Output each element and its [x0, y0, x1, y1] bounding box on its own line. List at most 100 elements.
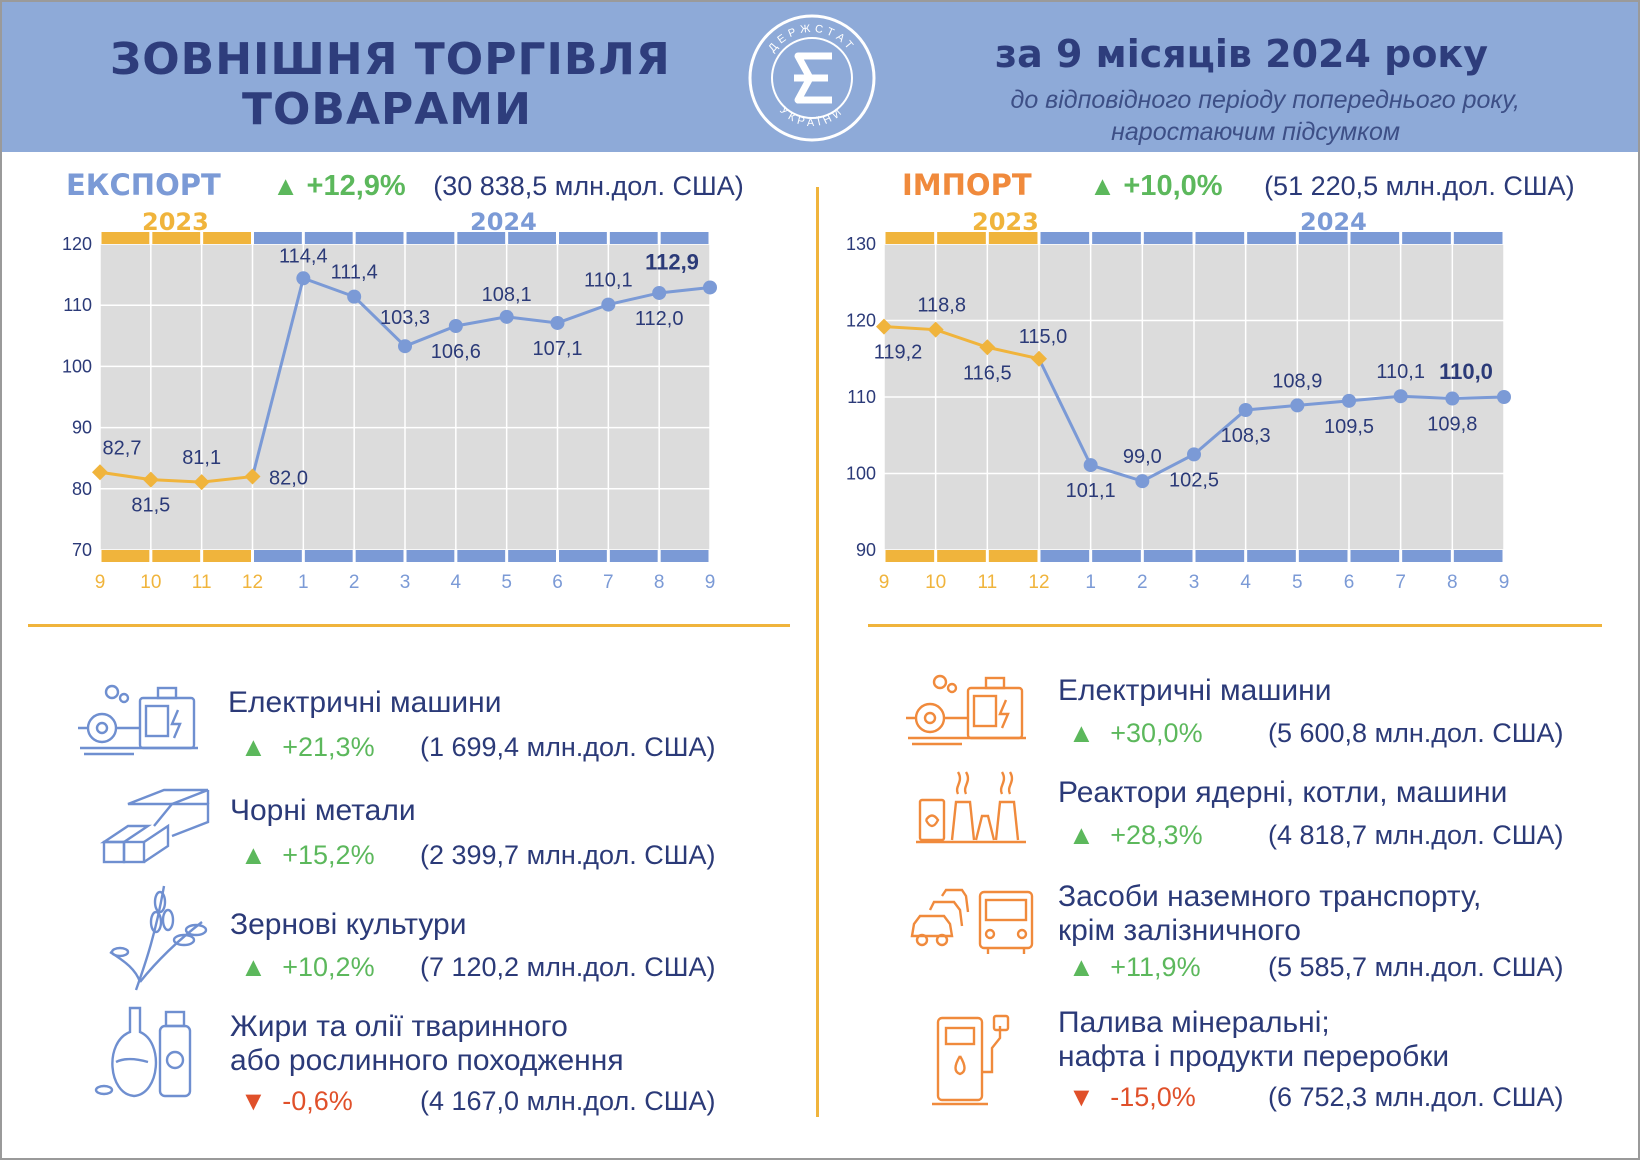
import-x-tick-label: 11: [977, 572, 997, 593]
import-data-label: 110,1: [1376, 361, 1425, 383]
export-y-tick-label: 120: [62, 234, 92, 254]
export-year-band-top: [203, 232, 251, 244]
import-year-band-top: [1247, 232, 1296, 244]
export-x-tick-label: 5: [501, 572, 512, 593]
export-cat-2-amount: (2 399,7 млн.дол. США): [420, 840, 716, 870]
export-cat-2-stats: ▲ +15,2% (2 399,7 млн.дол. США): [240, 840, 715, 871]
cars-bus-icon: [908, 886, 1038, 961]
import-cat-1-amount: (5 600,8 млн.дол. США): [1268, 718, 1564, 748]
export-data-label: 106,6: [431, 341, 481, 363]
import-year-2024: 2024: [1300, 208, 1367, 236]
import-y-tick-label: 120: [846, 311, 876, 331]
import-y-tick-label: 130: [846, 234, 876, 254]
export-point-2024: [296, 271, 311, 286]
import-year-band-bottom: [1143, 550, 1193, 562]
import-year-band-top: [1092, 232, 1141, 244]
import-series-2024-line: [1037, 358, 1505, 483]
up-arrow-icon: ▲: [240, 952, 267, 982]
import-point-2024: [1187, 447, 1201, 462]
up-arrow-icon: ▲: [272, 171, 300, 201]
export-cat-4-change: -0,6%: [282, 1086, 353, 1116]
import-point-2024: [1342, 393, 1356, 408]
export-year-band-bottom: [508, 550, 556, 562]
export-y-tick-label: 80: [72, 479, 92, 499]
export-cat-2-change: +15,2%: [282, 840, 375, 870]
export-x-tick-label: 8: [654, 572, 665, 593]
import-point-2024: [1083, 458, 1098, 473]
import-year-band-top: [937, 232, 986, 244]
import-data-label: 108,3: [1221, 425, 1271, 447]
import-year-band-bottom: [1402, 550, 1451, 562]
export-cat-3-stats: ▲ +10,2% (7 120,2 млн.дол. США): [240, 952, 715, 983]
export-y-tick-label: 100: [62, 356, 92, 376]
import-change: +10,0%: [1123, 170, 1223, 202]
import-year-band-top: [1453, 232, 1503, 244]
export-cat-1-stats: ▲ +21,3% (1 699,4 млн.дол. США): [240, 732, 715, 763]
import-year-band-bottom: [1040, 550, 1090, 562]
import-series-2023-line: [883, 325, 1040, 361]
import-year-band-bottom: [885, 550, 935, 562]
up-arrow-icon: ▲: [1068, 718, 1095, 748]
export-year-band-top: [660, 232, 709, 244]
import-year-band-bottom: [1195, 550, 1245, 562]
export-year-band-bottom: [355, 550, 404, 562]
export-year-band-top: [355, 232, 404, 244]
import-point-2023: [979, 339, 996, 356]
import-divider: [868, 624, 1602, 627]
export-point-2023: [193, 474, 210, 491]
export-x-tick-label: 4: [451, 572, 462, 593]
export-x-tick-label: 1: [298, 572, 309, 593]
export-point-2024: [398, 339, 412, 354]
electric-machine-icon: [74, 682, 204, 767]
export-data-label: 107,1: [532, 338, 582, 360]
import-point-2023: [1031, 350, 1047, 367]
export-data-label: 112,9: [645, 249, 699, 274]
export-x-tick-label: 9: [95, 572, 106, 593]
up-arrow-icon: ▲: [1068, 952, 1095, 982]
import-data-label: 109,5: [1324, 416, 1374, 438]
import-year-band-top: [1040, 232, 1090, 244]
import-x-tick-label: 12: [1028, 572, 1049, 593]
import-cat-4-title-line-2: нафта і продукти переробки: [1058, 1040, 1450, 1073]
import-point-2024: [1497, 390, 1511, 404]
export-point-2024: [347, 289, 362, 304]
export-year-band-bottom: [254, 550, 302, 562]
export-x-tick-label: 7: [603, 572, 614, 593]
import-cat-4-title: Палива мінеральні; нафта і продукти пере…: [1058, 1006, 1449, 1074]
export-x-tick-label: 2: [349, 572, 360, 593]
import-data-label: 116,5: [963, 362, 1012, 384]
oil-bottles-icon: [94, 1002, 204, 1107]
export-x-tick-label: 11: [192, 572, 212, 593]
export-cat-3-change: +10,2%: [282, 952, 375, 982]
derzhstat-logo: ДЕРЖСТАТ УКРАЇНИ: [748, 14, 876, 142]
export-data-label: 110,1: [584, 270, 633, 292]
export-data-label: 82,7: [103, 437, 142, 459]
up-arrow-icon: ▲: [1089, 171, 1116, 201]
export-year-2023: 2023: [142, 208, 209, 236]
import-cat-4-amount: (6 752,3 млн.дол. США): [1268, 1082, 1564, 1112]
export-year-band-top: [508, 232, 556, 244]
import-cat-3-stats: ▲ +11,9% (5 585,7 млн.дол. США): [1068, 952, 1563, 983]
import-point-2023: [927, 321, 944, 338]
export-x-tick-label: 6: [552, 572, 563, 593]
export-point-2023: [92, 464, 108, 481]
export-x-tick-label: 3: [400, 572, 411, 593]
export-year-band-bottom: [304, 550, 353, 562]
period-title: за 9 місяців 2024 року: [995, 32, 1488, 76]
subtitle-line-2: наростаючим підсумком: [1111, 118, 1400, 146]
export-year-band-bottom: [152, 550, 201, 562]
export-year-band-bottom: [457, 550, 506, 562]
import-x-tick-label: 3: [1189, 572, 1200, 593]
wheat-icon: [106, 882, 216, 997]
export-data-label: 112,0: [635, 308, 684, 330]
import-year-2023: 2023: [972, 208, 1039, 236]
import-amount: (51 220,5 млн.дол. США): [1264, 171, 1575, 201]
export-data-label: 114,4: [279, 245, 328, 267]
export-x-tick-label: 10: [140, 572, 161, 593]
export-point-2024: [448, 319, 463, 334]
export-cat-3-amount: (7 120,2 млн.дол. США): [420, 952, 716, 982]
export-cat-2-title: Чорні метали: [230, 794, 416, 827]
import-point-2023: [876, 318, 892, 335]
export-point-2023: [142, 471, 159, 488]
import-cat-2-stats: ▲ +28,3% (4 818,7 млн.дол. США): [1068, 820, 1563, 851]
